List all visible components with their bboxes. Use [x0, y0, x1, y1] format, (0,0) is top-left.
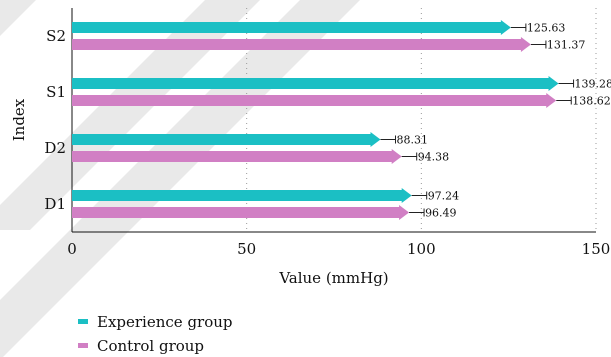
- legend-swatch-0: [78, 319, 88, 324]
- watermark-stripes: [0, 0, 360, 357]
- data-label-s2-1: 131.37: [547, 39, 586, 52]
- data-label-d1-1: 96.49: [425, 207, 457, 220]
- data-label-d2-0: 88.31: [396, 134, 428, 147]
- x-tick-label-150: 150: [582, 240, 611, 258]
- data-label-s2-0: 125.63: [527, 22, 566, 35]
- data-labels: 97.24 96.49 88.31 94.38 139.28 138.62 125.63 13…: [396, 22, 611, 220]
- data-label-d2-1: 94.38: [418, 151, 450, 164]
- bar-s1-experience: [72, 76, 559, 91]
- x-tick-label-0: 0: [67, 240, 77, 258]
- bar-d2-experience: [72, 132, 381, 147]
- data-label-d1-0: 97.24: [428, 190, 460, 203]
- x-axis-title: Value (mmHg): [278, 269, 388, 287]
- category-labels: D1 D2 S1 S2: [44, 27, 66, 213]
- category-label-s1: S1: [46, 83, 66, 101]
- bar-s2-control: [72, 37, 531, 52]
- bar-marks: [72, 20, 575, 220]
- bar-d1-experience: [72, 188, 412, 203]
- category-label-s2: S2: [46, 27, 66, 45]
- x-tick-labels: 0 50 100 150: [67, 240, 610, 258]
- bar-d1-control: [72, 205, 410, 220]
- legend-swatch-1: [78, 343, 88, 348]
- bar-s2-experience: [72, 20, 511, 35]
- bar-s1-control: [72, 93, 557, 108]
- legend-label-0: Experience group: [97, 313, 233, 331]
- data-label-s1-0: 139.28: [575, 78, 611, 91]
- x-tick-label-100: 100: [407, 240, 436, 258]
- category-label-d2: D2: [44, 139, 66, 157]
- category-label-d1: D1: [44, 195, 66, 213]
- data-label-s1-1: 138.62: [572, 95, 611, 108]
- legend: Experience group Control group: [78, 313, 233, 355]
- x-tick-label-50: 50: [237, 240, 256, 258]
- legend-label-1: Control group: [97, 337, 204, 355]
- y-axis-title: Index: [10, 98, 28, 141]
- bar-d2-control: [72, 149, 402, 164]
